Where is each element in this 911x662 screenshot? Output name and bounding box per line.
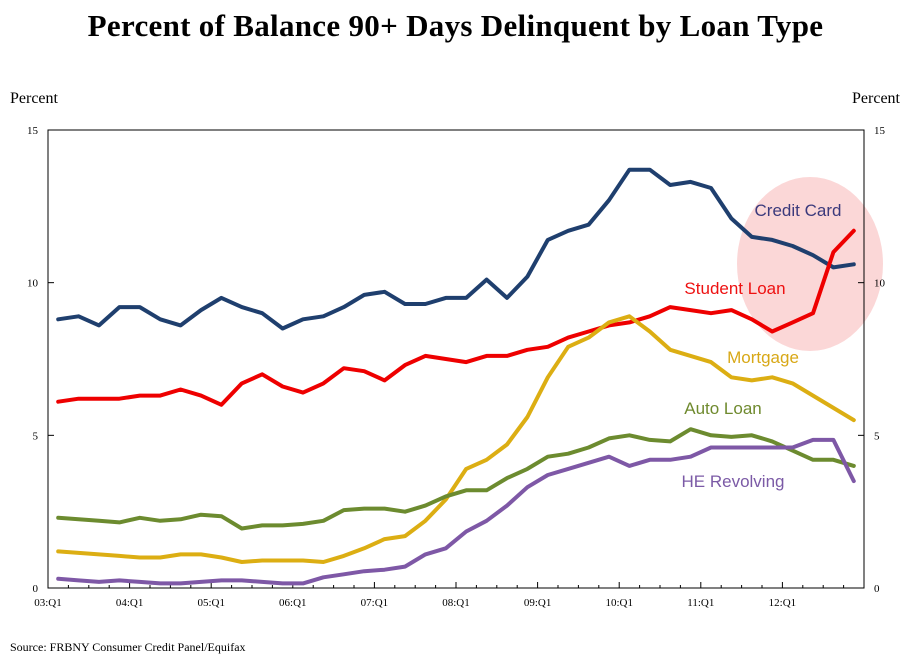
y-tick-label-right: 5	[874, 430, 880, 442]
series-line-auto-loan	[56, 427, 856, 531]
y-tick-label-right: 10	[874, 278, 886, 290]
series-line-student-loan	[56, 228, 856, 407]
y-tick-label-left: 5	[33, 430, 39, 442]
source-note: Source: FRBNY Consumer Credit Panel/Equi…	[10, 640, 246, 654]
y-tick-label-right: 0	[874, 583, 880, 595]
series-label-he-revolving: HE Revolving	[682, 472, 785, 491]
x-tick-label: 08:Q1	[442, 597, 470, 609]
highlight-ellipse	[737, 177, 883, 351]
y-tick-label-left: 10	[27, 278, 39, 290]
series-label-student-loan: Student Loan	[684, 279, 785, 298]
series-line-mortgage	[56, 314, 856, 564]
x-tick-label: 10:Q1	[605, 597, 633, 609]
y-tick-label-left: 15	[27, 125, 39, 137]
y-axis-label-left: Percent	[10, 90, 58, 107]
chart-title: Percent of Balance 90+ Days Delinquent b…	[87, 8, 824, 43]
y-axis-label-right: Percent	[852, 90, 900, 107]
y-tick-label-right: 15	[874, 125, 886, 137]
series-label-mortgage: Mortgage	[727, 348, 799, 367]
x-tick-label: 03:Q1	[34, 597, 62, 609]
x-tick-label: 05:Q1	[197, 597, 225, 609]
x-tick-label: 04:Q1	[116, 597, 144, 609]
x-tick-label: 12:Q1	[769, 597, 797, 609]
series-line-he-revolving	[56, 437, 856, 586]
series-label-credit-card: Credit Card	[755, 201, 842, 220]
x-tick-label: 07:Q1	[361, 597, 389, 609]
y-tick-label-left: 0	[33, 583, 39, 595]
series-line-credit-card	[56, 167, 856, 331]
x-tick-label: 11:Q1	[687, 597, 714, 609]
x-tick-label: 06:Q1	[279, 597, 307, 609]
series-label-auto-loan: Auto Loan	[684, 399, 762, 418]
x-tick-label: 09:Q1	[524, 597, 552, 609]
